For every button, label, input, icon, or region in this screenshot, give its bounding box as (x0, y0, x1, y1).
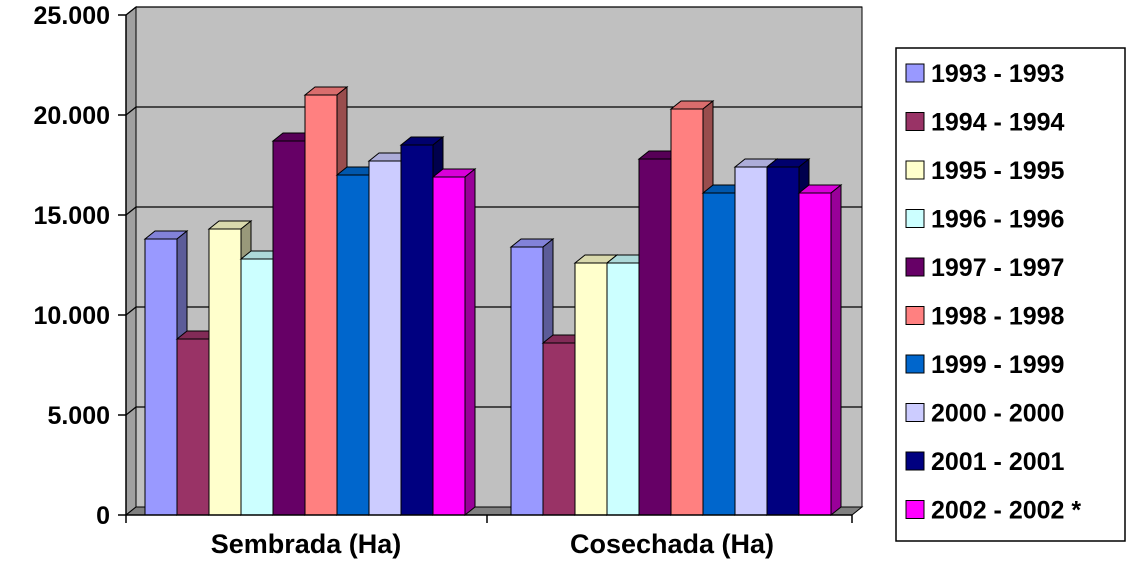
legend-swatch (905, 403, 925, 422)
y-tick-label: 10.000 (34, 302, 110, 330)
legend: 1993 - 1993 1994 - 1994 1995 - 1995 1996 - … (895, 47, 1126, 542)
legend-label: 1999 - 1999 (931, 351, 1064, 379)
y-tick-label: 20.000 (34, 102, 110, 130)
bar-front (304, 94, 338, 516)
bar-front (574, 262, 608, 516)
legend-label: 1993 - 1993 (931, 60, 1064, 88)
legend-label: 1994 - 1994 (931, 109, 1065, 137)
bar-front (432, 176, 466, 516)
bar-front (510, 246, 544, 516)
bar (303, 85, 349, 517)
x-axis-labels: Sembrada (Ha) Cosechada (Ha) (211, 529, 774, 559)
bar-front (606, 262, 640, 516)
bar-front (272, 140, 306, 516)
x-category-label: Sembrada (Ha) (211, 529, 402, 559)
legend-swatch (905, 257, 925, 277)
legend-label: 2002 - 2002 * (931, 497, 1081, 525)
bar-front (400, 144, 434, 516)
legend-swatch (905, 160, 925, 180)
bar-front (734, 166, 768, 516)
y-tick-label: 0 (96, 502, 110, 530)
bar (431, 167, 477, 517)
legend-label: 1996 - 1996 (931, 206, 1064, 234)
gridline-side (125, 306, 137, 316)
y-tick-label: 5.000 (47, 402, 110, 430)
legend-label: 1997 - 1997 (931, 254, 1064, 282)
legend-swatch (905, 112, 925, 131)
bar-front (638, 158, 672, 516)
bar-front (702, 192, 736, 516)
bar-front (542, 342, 576, 516)
bar-front (798, 192, 832, 516)
gridline-side (125, 6, 137, 16)
legend-label: 2001 - 2001 (931, 448, 1065, 476)
legend-swatch (905, 63, 925, 83)
bar-front (336, 174, 370, 516)
bar-side (464, 167, 476, 517)
legend-label: 2000 - 2000 (931, 400, 1064, 428)
y-tick-label: 25.000 (34, 2, 110, 30)
legend-swatch (905, 500, 925, 519)
x-category-label: Cosechada (Ha) (570, 529, 774, 559)
legend-swatch (905, 354, 925, 374)
axes (125, 15, 853, 523)
bar-side (830, 183, 842, 517)
bar-front (176, 338, 210, 516)
bar-front (144, 238, 178, 516)
legend-label: 1998 - 1998 (931, 303, 1065, 331)
legend-swatch (905, 209, 925, 228)
legend-swatch (905, 451, 925, 471)
y-tick-label: 15.000 (34, 202, 110, 230)
bar-front (670, 108, 704, 516)
bar-front (766, 166, 800, 516)
legend-label: 1995 - 1995 (931, 157, 1065, 185)
gridline-side (125, 206, 137, 216)
plot-side-wall (125, 5, 137, 517)
bar-front (368, 160, 402, 516)
legend-swatch (905, 306, 925, 325)
legend-box (895, 47, 1126, 542)
bars (143, 85, 843, 517)
gridline-side (125, 106, 137, 116)
bar (797, 183, 843, 517)
y-axis-ticks: 0 5.000 10.000 15.000 20.000 25.000 (34, 2, 126, 530)
gridline-side (125, 406, 137, 416)
bar-front (240, 258, 274, 516)
bar-front (208, 228, 242, 516)
